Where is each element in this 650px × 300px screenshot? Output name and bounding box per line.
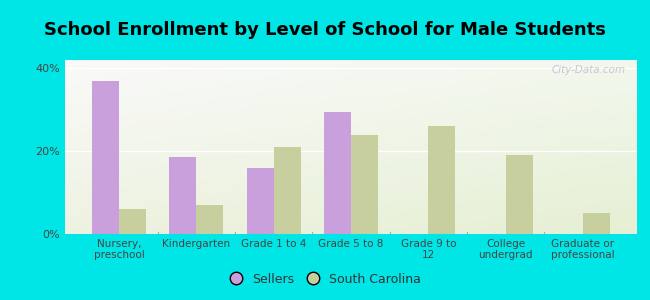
- Text: City-Data.com: City-Data.com: [551, 65, 625, 75]
- Legend: Sellers, South Carolina: Sellers, South Carolina: [224, 268, 426, 291]
- Bar: [506, 155, 532, 234]
- Bar: [246, 168, 274, 234]
- Bar: [92, 81, 119, 234]
- Text: School Enrollment by Level of School for Male Students: School Enrollment by Level of School for…: [44, 21, 606, 39]
- Bar: [274, 147, 301, 234]
- Bar: [170, 158, 196, 234]
- Bar: [196, 205, 224, 234]
- Bar: [428, 126, 456, 234]
- Bar: [351, 135, 378, 234]
- Bar: [324, 112, 351, 234]
- Bar: [583, 213, 610, 234]
- Bar: [119, 209, 146, 234]
